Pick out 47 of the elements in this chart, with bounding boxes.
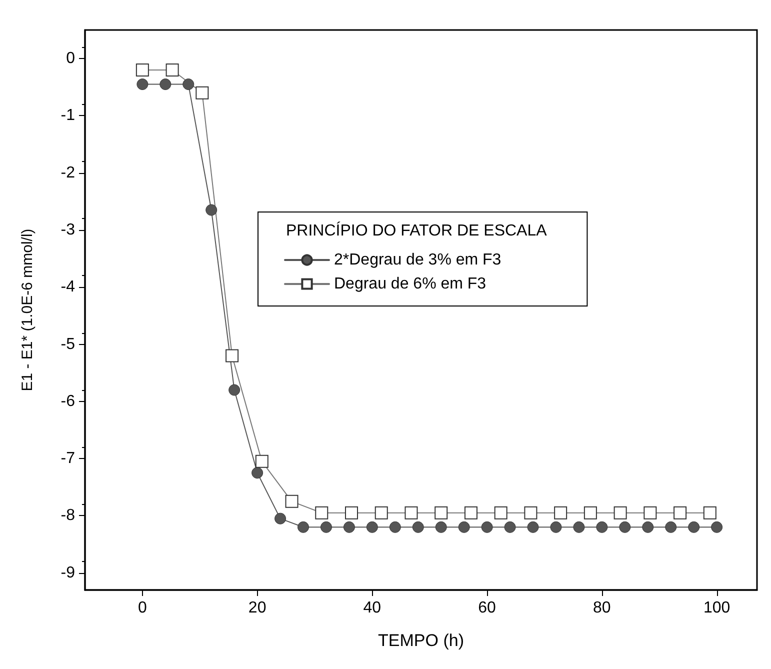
point <box>389 521 401 533</box>
point <box>527 521 539 533</box>
legend-label: Degrau de 6% em F3 <box>334 276 486 292</box>
y-tick-label: -8 <box>60 507 76 524</box>
point <box>435 521 447 533</box>
legend-title: PRINCÍPIO DO FATOR DE ESCALA <box>286 222 548 240</box>
x-tick-label: 80 <box>593 600 611 616</box>
y-tick-label: -5 <box>60 336 76 353</box>
x-tick-label: 20 <box>248 600 266 616</box>
x-tick-label: 0 <box>138 600 147 616</box>
y-tick-label: -1 <box>60 107 76 124</box>
x-axis-title: TEMPO (h) <box>378 631 464 650</box>
point <box>366 521 378 533</box>
point <box>665 521 677 533</box>
point <box>688 521 700 533</box>
point <box>412 521 424 533</box>
point <box>504 521 516 533</box>
x-tick-label: 100 <box>703 600 730 616</box>
x-tick-label: 40 <box>363 600 382 616</box>
point <box>320 521 332 533</box>
point <box>136 78 148 90</box>
legend-label: 2*Degrau de 3% em F3 <box>334 252 502 268</box>
point <box>573 521 585 533</box>
point <box>642 521 654 533</box>
point <box>458 521 470 533</box>
point <box>619 521 631 533</box>
y-tick-label: 0 <box>66 50 76 68</box>
point <box>298 521 310 533</box>
point <box>160 78 172 90</box>
y-tick-label: -2 <box>60 164 76 182</box>
y-tick-label: -9 <box>60 564 76 582</box>
point <box>274 512 286 524</box>
point <box>596 521 608 533</box>
y-tick-label: -6 <box>60 392 76 410</box>
y-tick-label: -4 <box>60 278 76 296</box>
y-axis-title: E1 - E1* (1.0E-6 mmol/l) <box>19 228 36 392</box>
point <box>711 521 723 533</box>
x-tick-label: 60 <box>478 600 496 616</box>
point <box>550 521 562 533</box>
point <box>182 78 194 90</box>
point <box>206 204 218 216</box>
y-tick-label: -3 <box>60 222 76 238</box>
point <box>252 467 264 479</box>
y-tick-label: -7 <box>60 450 76 468</box>
point <box>343 521 355 533</box>
point <box>481 521 493 533</box>
point <box>228 384 240 396</box>
